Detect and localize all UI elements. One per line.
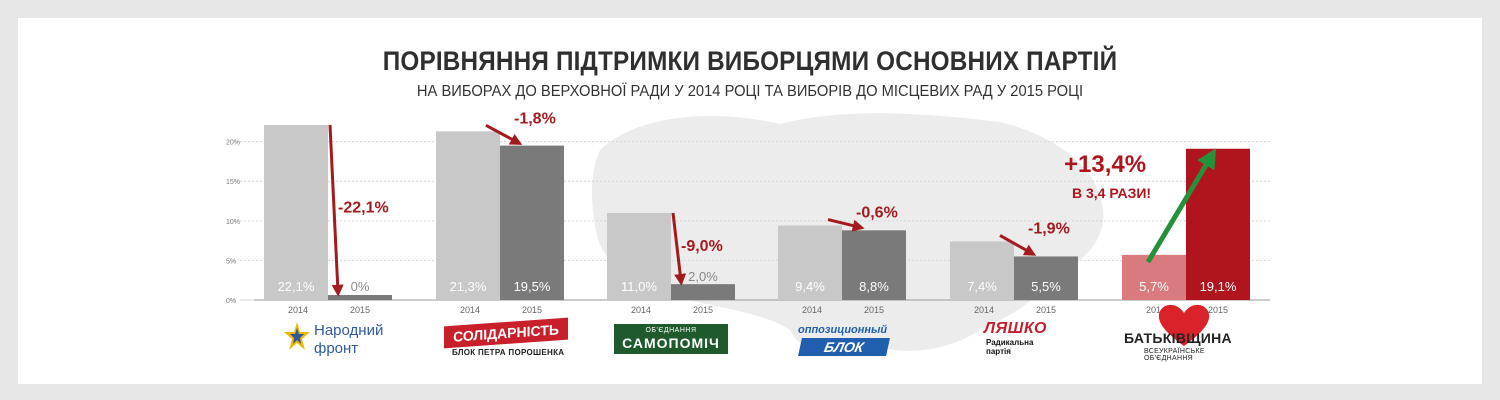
decrease-arrow (485, 124, 523, 145)
x-tick-label-2014: 2014 (631, 305, 651, 315)
chart-labels: 22,1% 0% 2014 2015 21,3% 19,5% 2014 2015 11,0% 2,… (278, 269, 1237, 315)
page-subtitle: НА ВИБОРАХ ДО ВЕРХОВНОЇ РАДИ У 2014 РОЦІ… (416, 83, 1084, 100)
x-tick-label-2014: 2014 (288, 305, 308, 315)
bar-2014 (264, 125, 328, 300)
x-tick-label-2014: 2014 (974, 305, 994, 315)
x-tick-label-2014: 2014 (802, 305, 822, 315)
change-note-label: В 3,4 РАЗИ! (1072, 185, 1151, 201)
decrease-arrow (328, 124, 344, 297)
logo-samopomich: ОБ'ЄДНАННЯ САМОПОМІЧ (614, 324, 728, 354)
logo-samopomich-main: САМОПОМІЧ (622, 335, 720, 351)
logo-opposition-main: БЛОК (798, 338, 890, 356)
logo-solidarnist: СОЛІДАРНІСТЬ БЛОК ПЕТРА ПОРОШЕНКА (444, 317, 568, 368)
logo-lyashko-sub: Радикальна партія (986, 338, 1034, 356)
logo-samopomich-top: ОБ'ЄДНАННЯ (645, 327, 697, 334)
logo-batkivshchyna: БАТЬКІВЩИНА ВСЕУКРАЇНСЬКЕ ОБ'ЄДНАННЯ (1120, 304, 1250, 366)
page-title: ПОРІВНЯННЯ ПІДТРИМКИ ВИБОРЦЯМИ ОСНОВНИХ … (382, 46, 1118, 76)
logo-lyashko-main: ЛЯШКО (984, 320, 1047, 337)
logo-batkivshchyna-sub: ВСЕУКРАЇНСЬКЕ ОБ'ЄДНАННЯ (1144, 348, 1205, 362)
x-tick-label-2014: 2014 (460, 305, 480, 315)
bar-value-label-2015: 19,1% (1200, 279, 1237, 294)
increase-arrow (1145, 148, 1217, 264)
bar-2014 (436, 131, 500, 300)
y-tick-label: 20% (226, 140, 240, 147)
bar-value-label-2015: 5,5% (1031, 279, 1061, 294)
x-tick-label-2015: 2015 (522, 305, 542, 315)
bar-2014 (1122, 254, 1186, 300)
bar-value-label-2014: 22,1% (278, 279, 315, 294)
bar-value-label-2015: 8,8% (859, 279, 889, 294)
change-label: +13,4% (1064, 151, 1146, 178)
y-tick-label: 10% (226, 219, 240, 226)
decrease-arrow (671, 212, 687, 286)
logo-opposition-top: оппозиционный (798, 324, 888, 336)
chart-grid (240, 141, 1270, 301)
bar-2015 (500, 145, 564, 300)
bar-value-label-2015: 19,5% (514, 279, 551, 294)
change-label: -1,8% (514, 110, 556, 127)
bar-value-label-2014: 11,0% (621, 279, 657, 294)
change-label: -22,1% (338, 200, 389, 217)
y-tick-label: 5% (226, 258, 236, 265)
y-axis: 0% 5% 10% 15% 20% (226, 140, 240, 305)
heart-icon (1158, 304, 1210, 346)
bar-value-label-2014: 7,4% (967, 279, 997, 294)
change-label: -0,6% (856, 205, 898, 222)
bar-2014 (950, 241, 1014, 300)
bar-value-label-2015: 2,0% (688, 269, 718, 284)
change-label: -1,9% (1028, 220, 1070, 237)
x-tick-label-2015: 2015 (864, 305, 884, 315)
logo-narodnyi-front: Народний фронт (284, 320, 394, 360)
x-tick-label-2014: 2014 (1146, 305, 1166, 315)
bar-value-label-2014: 9,4% (795, 279, 825, 294)
x-tick-label-2015: 2015 (350, 305, 370, 315)
y-tick-label: 15% (226, 179, 240, 186)
bar-2015 (842, 230, 906, 300)
logo-lyashko: ЛЯШКО Радикальна партія (984, 320, 1054, 364)
logo-batkivshchyna-main: БАТЬКІВЩИНА (1124, 330, 1232, 346)
chart-bars (264, 125, 1250, 300)
decrease-arrow (827, 218, 865, 232)
bar-2015 (671, 284, 735, 300)
logo-solidarnist-main: СОЛІДАРНІСТЬ (444, 317, 568, 349)
x-tick-label-2015: 2015 (1208, 305, 1228, 315)
logo-opposition-block: оппозиционный БЛОК (792, 322, 902, 358)
logo-narodnyi-front-line1: Народний (314, 322, 384, 339)
bar-2015 (328, 295, 392, 300)
logo-narodnyi-front-line2: фронт (314, 340, 359, 357)
change-label: -9,0% (681, 238, 723, 255)
x-tick-label-2015: 2015 (1036, 305, 1056, 315)
bar-value-label-2014: 5,7% (1139, 279, 1169, 294)
x-tick-label-2015: 2015 (693, 305, 713, 315)
bar-value-label-2015: 0% (351, 279, 370, 294)
bar-2014 (778, 225, 842, 300)
bar-2014 (607, 212, 671, 300)
bar-2015 (1186, 148, 1250, 300)
y-tick-label: 0% (226, 298, 236, 305)
decrease-arrow (999, 234, 1037, 256)
star-emblem-icon (284, 322, 310, 350)
chart-arrows: -22,1% -1,8% -9,0% -0,6% -1,9% +13,4% В 3,4 РА… (328, 110, 1217, 297)
logo-solidarnist-sub: БЛОК ПЕТРА ПОРОШЕНКА (452, 348, 565, 357)
bar-value-label-2014: 21,3% (450, 279, 487, 294)
bar-2015 (1014, 256, 1078, 300)
